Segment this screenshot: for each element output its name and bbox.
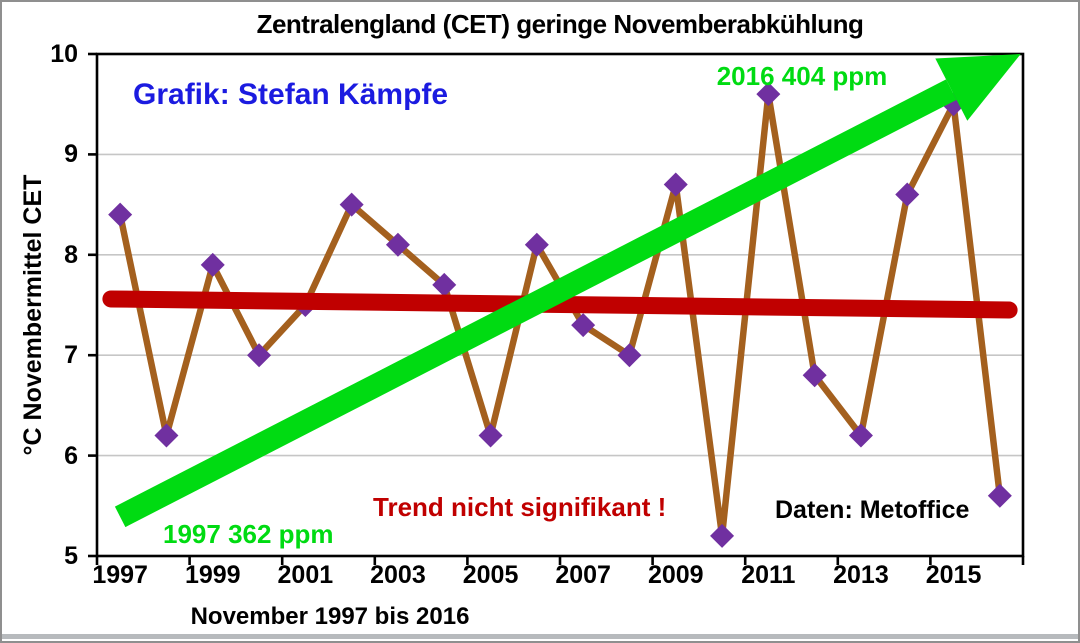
- data-point-diamond: [571, 313, 596, 338]
- x-tick-label: 2015: [925, 561, 982, 589]
- x-tick-label: 2001: [277, 561, 334, 589]
- data-point-diamond: [848, 423, 873, 448]
- y-tick-label: 6: [64, 441, 78, 470]
- y-tick-label: 9: [64, 140, 78, 169]
- x-tick-label: 2005: [462, 561, 519, 589]
- credit-annotation: Grafik: Stefan Kämpfe: [133, 78, 449, 111]
- data-point-diamond: [339, 192, 364, 217]
- co2-arrow-head: [935, 54, 1021, 121]
- data-point-diamond: [432, 272, 457, 297]
- data-point-diamond: [617, 343, 642, 368]
- x-tick-label: 2009: [647, 561, 704, 589]
- data-point-diamond: [524, 232, 549, 257]
- y-tick-label: 5: [64, 542, 78, 570]
- x-tick-label: 2011: [741, 561, 796, 589]
- data-point-diamond: [710, 523, 735, 548]
- chart-title: Zentralengland (CET) geringe Novemberabk…: [256, 9, 864, 39]
- data-point-diamond: [756, 82, 781, 107]
- data-point-diamond: [478, 423, 503, 448]
- x-tick-label: 1997: [92, 561, 148, 589]
- x-tick-label: 2013: [833, 561, 889, 589]
- x-tick-label: 1999: [184, 561, 241, 589]
- data-point-diamond: [108, 202, 133, 227]
- data-point-diamond: [802, 363, 827, 388]
- co2-1997-annotation: 1997 362 ppm: [163, 519, 334, 549]
- y-tick-label: 10: [50, 40, 78, 68]
- y-tick-label: 7: [64, 341, 78, 370]
- y-axis-title: °C Novembermittel CET: [19, 174, 47, 456]
- data-point-diamond: [247, 343, 272, 368]
- co2-2016-annotation: 2016 404 ppm: [716, 61, 888, 91]
- data-point-diamond: [200, 252, 225, 277]
- data-point-diamond: [385, 232, 410, 257]
- y-tick-label: 8: [64, 240, 78, 269]
- data-source-annotation: Daten: Metoffice: [775, 496, 970, 524]
- x-tick-label: 2007: [555, 561, 611, 589]
- co2-arrow-shaft: [114, 79, 957, 528]
- trend-line: [102, 290, 1018, 319]
- data-point-diamond: [663, 172, 688, 197]
- data-point-diamond: [154, 423, 179, 448]
- data-point-diamond: [895, 182, 920, 207]
- data-point-diamond: [987, 483, 1012, 508]
- x-axis-title: November 1997 bis 2016: [190, 603, 470, 630]
- window-bottom-edge: [2, 634, 1078, 639]
- x-tick-label: 2003: [370, 561, 426, 589]
- trend-note-annotation: Trend nicht signifikant !: [373, 492, 667, 522]
